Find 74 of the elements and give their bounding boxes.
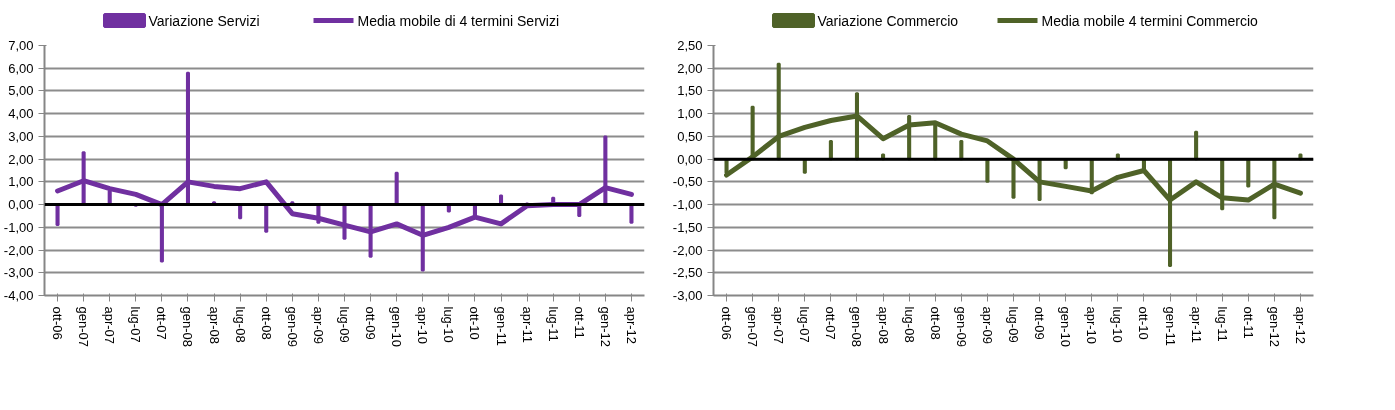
x-tick-label: gen-08: [849, 306, 865, 347]
x-tick-label: apr-11: [1188, 306, 1204, 344]
x-tick-label: apr-07: [102, 306, 118, 345]
y-tick-label: -2,50: [672, 265, 703, 281]
y-tick-label: -3,00: [3, 265, 34, 281]
x-tick-label: gen-12: [1266, 306, 1282, 347]
x-tick-label: ott-06: [719, 306, 735, 340]
x-tick-label: apr-12: [623, 306, 639, 345]
x-tick-label: apr-11: [519, 306, 535, 344]
legend-label: Variazione Commercio: [817, 12, 959, 29]
y-tick-label: -4,00: [3, 288, 34, 303]
y-tick-label: -2,00: [3, 242, 34, 258]
x-tick-label: apr-09: [979, 306, 995, 345]
y-tick-label: -2,00: [672, 242, 703, 258]
y-tick-label: 1,00: [677, 106, 703, 122]
x-tick-label: apr-07: [771, 306, 787, 345]
y-tick-label: 0,00: [677, 151, 703, 167]
x-tick-label: gen-07: [76, 306, 92, 347]
x-tick-label: apr-08: [206, 306, 222, 345]
x-tick-label: ott-11: [571, 306, 587, 339]
x-tick-label: ott-09: [363, 306, 379, 340]
x-tick-label: gen-10: [389, 306, 405, 347]
y-tick-label: 2,50: [677, 38, 703, 53]
x-tick-label: gen-11: [493, 306, 509, 347]
y-tick-label: -1,00: [672, 197, 703, 213]
x-tick-label: lug-10: [441, 306, 457, 343]
y-tick-label: 6,00: [8, 60, 34, 76]
x-tick-label: ott-10: [467, 306, 483, 340]
x-tick-label: lug-08: [232, 306, 248, 343]
x-tick-label: lug-11: [545, 306, 561, 342]
x-tick-label: lug-07: [797, 306, 813, 343]
x-tick-label: ott-08: [258, 306, 274, 340]
y-tick-label: 4,00: [8, 106, 34, 122]
x-tick-label: gen-09: [953, 306, 969, 347]
x-tick-label: gen-12: [597, 306, 613, 347]
x-tick-label: lug-08: [901, 306, 917, 343]
y-tick-label: -1,50: [672, 219, 703, 235]
x-tick-label: apr-10: [415, 306, 431, 345]
x-tick-label: gen-08: [180, 306, 196, 347]
legend-label: Media mobile 4 termini Commercio: [1041, 12, 1258, 29]
x-tick-label: gen-10: [1058, 306, 1074, 347]
y-tick-label: 1,50: [677, 83, 703, 99]
x-tick-label: ott-10: [1136, 306, 1152, 340]
legend-label: Media mobile di 4 termini Servizi: [357, 12, 560, 29]
y-tick-label: 2,00: [8, 151, 34, 167]
x-tick-label: lug-11: [1214, 306, 1230, 342]
x-tick-label: lug-09: [1006, 306, 1021, 343]
y-tick-label: 3,00: [8, 128, 34, 144]
x-tick-label: lug-10: [1110, 306, 1126, 343]
x-tick-label: ott-11: [1240, 306, 1256, 339]
x-tick-label: apr-08: [875, 306, 891, 345]
y-tick-label: 5,00: [8, 83, 34, 99]
x-tick-label: gen-09: [284, 306, 300, 347]
x-tick-label: lug-09: [337, 306, 352, 343]
x-tick-label: apr-10: [1084, 306, 1100, 345]
x-tick-label: ott-09: [1032, 306, 1048, 340]
y-tick-label: 7,00: [8, 38, 34, 53]
x-tick-label: ott-08: [927, 306, 943, 340]
y-tick-label: -3,00: [672, 288, 703, 303]
y-tick-label: 0,50: [677, 128, 703, 144]
y-tick-label: -0,50: [672, 174, 703, 190]
x-tick-label: gen-11: [1162, 306, 1178, 347]
y-tick-label: 1,00: [8, 174, 34, 190]
x-tick-label: ott-06: [50, 306, 66, 340]
y-tick-label: 2,00: [677, 60, 703, 76]
x-tick-label: apr-09: [310, 306, 326, 345]
x-tick-label: gen-07: [745, 306, 761, 347]
x-tick-label: lug-07: [128, 306, 144, 343]
x-tick-label: ott-07: [154, 306, 170, 340]
x-tick-label: apr-12: [1292, 306, 1308, 345]
y-tick-label: 0,00: [8, 197, 34, 213]
x-tick-label: ott-07: [823, 306, 839, 340]
y-tick-label: -1,00: [3, 219, 34, 235]
legend-label: Variazione Servizi: [148, 12, 260, 29]
